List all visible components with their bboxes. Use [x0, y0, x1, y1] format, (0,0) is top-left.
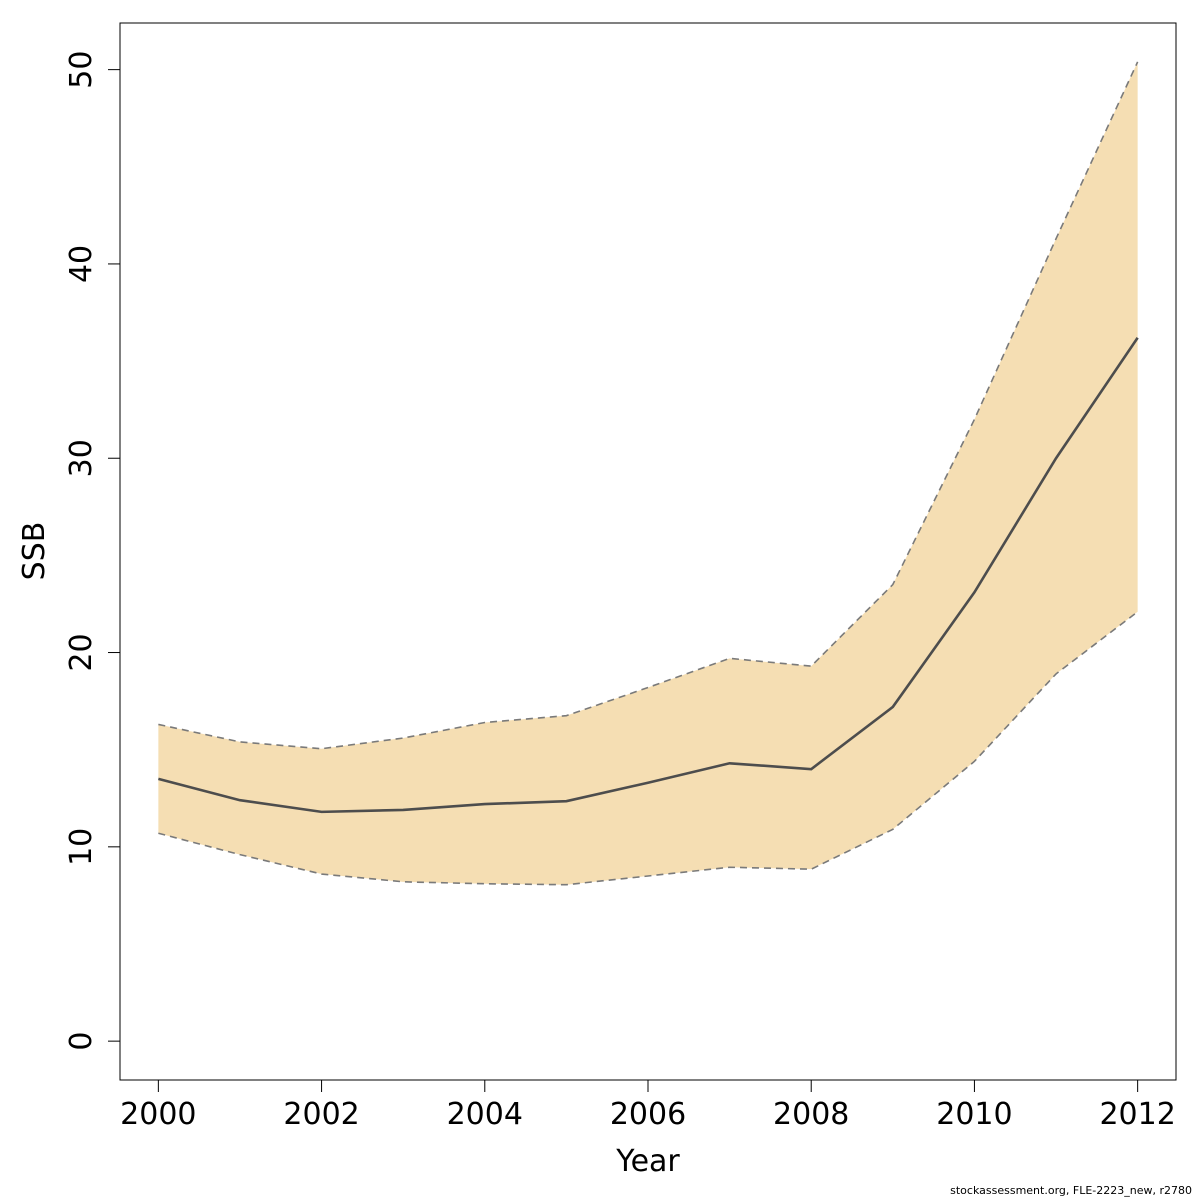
y-axis: 0 10 20 30 40 50	[64, 51, 121, 1051]
y-tick-label: 50	[64, 51, 99, 89]
x-tick-label: 2002	[283, 1097, 359, 1132]
lower-bound-line	[158, 611, 1139, 886]
x-tick-label: 2000	[120, 1097, 196, 1132]
y-tick-label: 40	[64, 245, 99, 283]
confidence-band-layer	[158, 61, 1138, 885]
x-tick-label: 2004	[447, 1097, 523, 1132]
x-axis-title: Year	[615, 1144, 680, 1179]
x-tick-label: 2010	[936, 1097, 1012, 1132]
y-tick-label: 10	[64, 828, 99, 866]
ssb-estimate-line	[158, 337, 1139, 814]
estimate-line-layer	[158, 337, 1139, 814]
y-tick-label: 0	[64, 1032, 99, 1051]
y-axis-title: SSB	[17, 522, 52, 581]
x-axis: 2000 2002 2004 2006 2008 2010 2012	[120, 1079, 1176, 1132]
y-tick-label: 20	[64, 633, 99, 671]
x-tick-label: 2008	[773, 1097, 849, 1132]
y-tick-label: 30	[64, 439, 99, 477]
upper-bound-line	[158, 61, 1139, 750]
confidence-bounds-layer	[158, 61, 1139, 886]
x-tick-label: 2006	[610, 1097, 686, 1132]
confidence-band	[158, 61, 1138, 885]
x-tick-label: 2012	[1099, 1097, 1175, 1132]
footer-note: stockassessment.org, FLE-2223_new, r2780	[950, 1184, 1192, 1197]
